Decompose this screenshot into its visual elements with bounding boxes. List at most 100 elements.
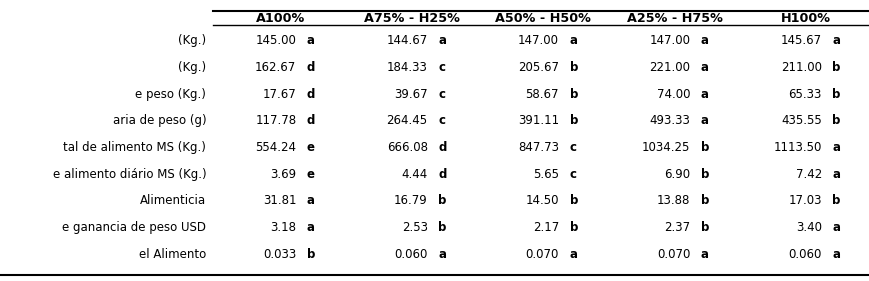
Text: a: a xyxy=(438,34,446,47)
Text: 5.65: 5.65 xyxy=(533,168,559,181)
Text: 2.17: 2.17 xyxy=(532,221,559,234)
Text: b: b xyxy=(700,168,708,181)
Text: d: d xyxy=(307,88,315,101)
Text: 31.81: 31.81 xyxy=(262,194,296,207)
Text: H100%: H100% xyxy=(780,12,830,25)
Text: aria de peso (g): aria de peso (g) xyxy=(112,114,206,127)
Text: 264.45: 264.45 xyxy=(386,114,428,127)
Text: b: b xyxy=(700,221,708,234)
Text: 2.53: 2.53 xyxy=(401,221,428,234)
Text: A75% - H25%: A75% - H25% xyxy=(363,12,460,25)
Text: 3.18: 3.18 xyxy=(270,221,296,234)
Text: 1034.25: 1034.25 xyxy=(641,141,690,154)
Text: a: a xyxy=(832,141,839,154)
Text: e alimento diário MS (Kg.): e alimento diário MS (Kg.) xyxy=(52,168,206,181)
Text: 391.11: 391.11 xyxy=(517,114,559,127)
Text: 14.50: 14.50 xyxy=(525,194,559,207)
Text: 847.73: 847.73 xyxy=(517,141,559,154)
Text: e peso (Kg.): e peso (Kg.) xyxy=(136,88,206,101)
Text: 666.08: 666.08 xyxy=(386,141,428,154)
Text: 7.42: 7.42 xyxy=(794,168,821,181)
Text: b: b xyxy=(569,61,577,74)
Text: 65.33: 65.33 xyxy=(787,88,821,101)
Text: (Kg.): (Kg.) xyxy=(178,61,206,74)
Text: 17.67: 17.67 xyxy=(262,88,296,101)
Text: a: a xyxy=(307,34,315,47)
Text: a: a xyxy=(307,221,315,234)
Text: 0.033: 0.033 xyxy=(262,248,296,261)
Text: d: d xyxy=(438,141,446,154)
Text: e: e xyxy=(307,168,315,181)
Text: a: a xyxy=(700,88,708,101)
Text: e: e xyxy=(307,141,315,154)
Text: 117.78: 117.78 xyxy=(255,114,296,127)
Text: d: d xyxy=(307,114,315,127)
Text: a: a xyxy=(700,34,708,47)
Text: (Kg.): (Kg.) xyxy=(178,34,206,47)
Text: 0.070: 0.070 xyxy=(525,248,559,261)
Text: 205.67: 205.67 xyxy=(517,61,559,74)
Text: d: d xyxy=(307,61,315,74)
Text: 74.00: 74.00 xyxy=(656,88,690,101)
Text: 147.00: 147.00 xyxy=(648,34,690,47)
Text: 0.070: 0.070 xyxy=(656,248,690,261)
Text: 184.33: 184.33 xyxy=(387,61,428,74)
Text: 13.88: 13.88 xyxy=(656,194,690,207)
Text: 147.00: 147.00 xyxy=(517,34,559,47)
Text: a: a xyxy=(700,248,708,261)
Text: a: a xyxy=(700,61,708,74)
Text: 0.060: 0.060 xyxy=(394,248,428,261)
Text: b: b xyxy=(569,114,577,127)
Text: Alimenticia: Alimenticia xyxy=(140,194,206,207)
Text: a: a xyxy=(832,221,839,234)
Text: 221.00: 221.00 xyxy=(648,61,690,74)
Text: b: b xyxy=(832,194,839,207)
Text: 145.67: 145.67 xyxy=(779,34,821,47)
Text: A100%: A100% xyxy=(255,12,305,25)
Text: 162.67: 162.67 xyxy=(255,61,296,74)
Text: b: b xyxy=(569,194,577,207)
Text: b: b xyxy=(438,221,446,234)
Text: 17.03: 17.03 xyxy=(787,194,821,207)
Text: c: c xyxy=(438,61,445,74)
Text: a: a xyxy=(700,114,708,127)
Text: a: a xyxy=(832,34,839,47)
Text: 1113.50: 1113.50 xyxy=(773,141,821,154)
Text: el Alimento: el Alimento xyxy=(139,248,206,261)
Text: c: c xyxy=(438,88,445,101)
Text: 3.40: 3.40 xyxy=(795,221,821,234)
Text: a: a xyxy=(569,248,577,261)
Text: a: a xyxy=(832,248,839,261)
Text: 39.67: 39.67 xyxy=(394,88,428,101)
Text: c: c xyxy=(438,114,445,127)
Text: 58.67: 58.67 xyxy=(525,88,559,101)
Text: 435.55: 435.55 xyxy=(780,114,821,127)
Text: 211.00: 211.00 xyxy=(779,61,821,74)
Text: b: b xyxy=(700,194,708,207)
Text: a: a xyxy=(307,194,315,207)
Text: d: d xyxy=(438,168,446,181)
Text: a: a xyxy=(438,248,446,261)
Text: c: c xyxy=(569,141,576,154)
Text: a: a xyxy=(832,168,839,181)
Text: 6.90: 6.90 xyxy=(664,168,690,181)
Text: 0.060: 0.060 xyxy=(787,248,821,261)
Text: b: b xyxy=(307,248,315,261)
Text: b: b xyxy=(438,194,446,207)
Text: a: a xyxy=(569,34,577,47)
Text: 554.24: 554.24 xyxy=(255,141,296,154)
Text: b: b xyxy=(700,141,708,154)
Text: A25% - H75%: A25% - H75% xyxy=(626,12,722,25)
Text: 145.00: 145.00 xyxy=(255,34,296,47)
Text: A50% - H50%: A50% - H50% xyxy=(494,12,591,25)
Text: 2.37: 2.37 xyxy=(664,221,690,234)
Text: b: b xyxy=(832,114,839,127)
Text: e ganancia de peso USD: e ganancia de peso USD xyxy=(62,221,206,234)
Text: b: b xyxy=(832,88,839,101)
Text: c: c xyxy=(569,168,576,181)
Text: 493.33: 493.33 xyxy=(649,114,690,127)
Text: b: b xyxy=(569,88,577,101)
Text: 4.44: 4.44 xyxy=(401,168,428,181)
Text: 3.69: 3.69 xyxy=(270,168,296,181)
Text: 144.67: 144.67 xyxy=(386,34,428,47)
